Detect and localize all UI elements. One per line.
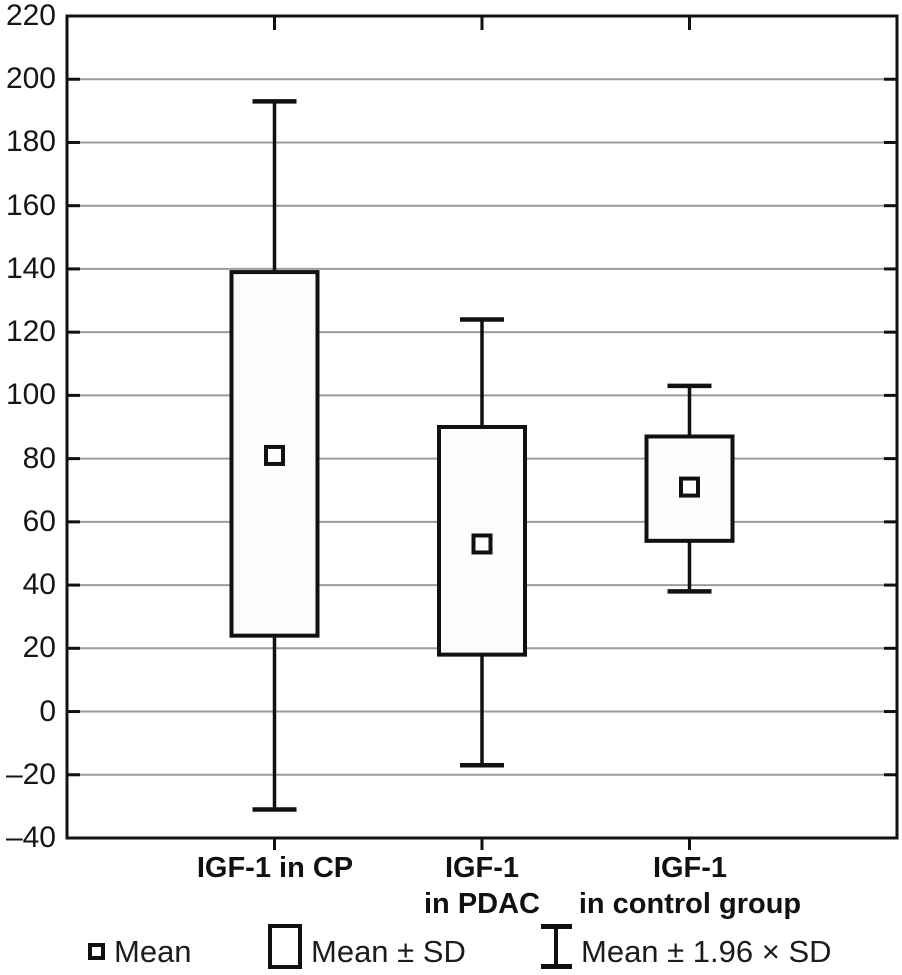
y-tick-label: 180 [5,125,56,159]
sd-box-icon [268,924,302,969]
y-tick-label: 160 [5,188,56,222]
x-axis-label-pdac: IGF-1 in PDAC [332,850,632,922]
y-tick-label: 20 [22,631,56,665]
sd-box [644,434,735,543]
y-tick-label: 200 [5,62,56,96]
x-axis-label-line: in control group [578,888,802,920]
whisker-icon [541,924,572,969]
y-tick-label: 120 [5,315,56,349]
mean-marker [264,444,285,466]
x-axis-label-control: IGF-1 in control group [540,850,840,922]
x-axis-label-line: IGF-1 [652,852,728,884]
y-tick-label: 0 [39,694,56,728]
y-tick-label: 100 [5,378,56,412]
mean-marker [679,476,700,498]
legend-label: Mean ± 1.96 × SD [581,934,832,969]
whisker-icon-line [554,924,558,969]
legend-label: Mean ± SD [311,934,466,969]
x-axis-label-line: IGF-1 in CP [196,852,354,884]
whisker-icon-cap-bottom [541,964,572,969]
x-axis-label-line: IGF-1 [444,852,520,884]
legend-item-mean-1-96-sd: Mean ± 1.96 × SD [541,920,832,972]
mean-square-icon [88,943,105,960]
y-tick-label: 80 [22,441,56,475]
legend-item-mean: Mean [88,920,192,972]
y-tick-label: 140 [5,251,56,285]
x-axis-label-line: in PDAC [424,888,540,920]
y-tick-label: 60 [22,504,56,538]
y-tick-label: 220 [5,0,56,32]
legend-item-mean-sd: Mean ± SD [268,920,466,972]
mean-marker [471,533,493,555]
x-axis-label-cp: IGF-1 in CP [125,850,425,886]
sd-box [437,425,527,657]
y-tick-label: –40 [5,821,56,854]
legend-label: Mean [114,934,192,969]
y-tick-label: 40 [22,568,56,602]
y-tick-label: –20 [5,757,56,791]
